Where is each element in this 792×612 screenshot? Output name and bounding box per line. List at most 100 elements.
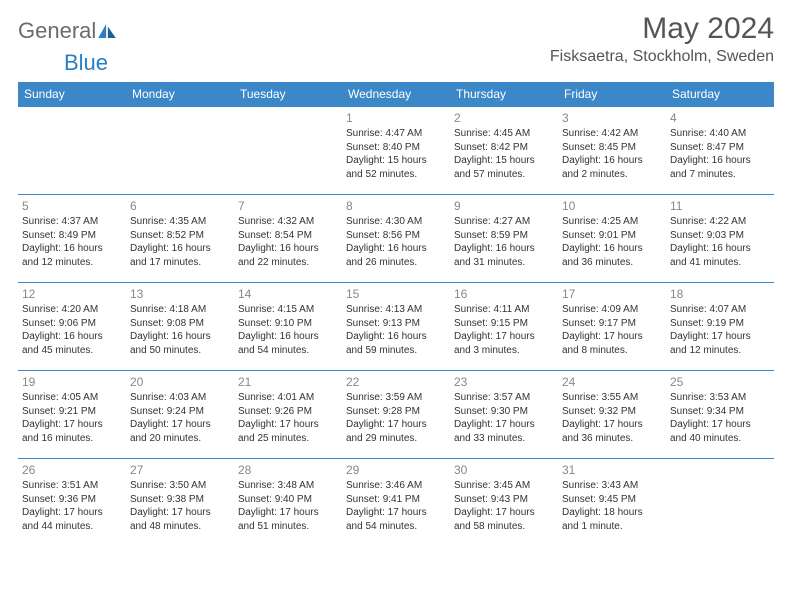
day-number: 21 xyxy=(238,374,338,390)
sunrise-line: Sunrise: 3:46 AM xyxy=(346,479,446,493)
sunrise-line: Sunrise: 4:09 AM xyxy=(562,303,662,317)
day-number: 22 xyxy=(346,374,446,390)
day-cell: 15Sunrise: 4:13 AMSunset: 9:13 PMDayligh… xyxy=(342,283,450,371)
daylight-line: Daylight: 17 hours and 58 minutes. xyxy=(454,506,554,533)
logo: General xyxy=(18,12,118,44)
day-number: 30 xyxy=(454,462,554,478)
sunrise-line: Sunrise: 4:45 AM xyxy=(454,127,554,141)
sunrise-line: Sunrise: 4:37 AM xyxy=(22,215,122,229)
day-number: 12 xyxy=(22,286,122,302)
day-number: 6 xyxy=(130,198,230,214)
daylight-line: Daylight: 17 hours and 54 minutes. xyxy=(346,506,446,533)
sunset-line: Sunset: 8:52 PM xyxy=(130,229,230,243)
sunrise-line: Sunrise: 3:57 AM xyxy=(454,391,554,405)
day-cell: 11Sunrise: 4:22 AMSunset: 9:03 PMDayligh… xyxy=(666,195,774,283)
daylight-line: Daylight: 16 hours and 2 minutes. xyxy=(562,154,662,181)
weekday-row: SundayMondayTuesdayWednesdayThursdayFrid… xyxy=(18,82,774,107)
day-cell: 3Sunrise: 4:42 AMSunset: 8:45 PMDaylight… xyxy=(558,107,666,195)
day-number: 3 xyxy=(562,110,662,126)
sunrise-line: Sunrise: 4:35 AM xyxy=(130,215,230,229)
sunset-line: Sunset: 9:19 PM xyxy=(670,317,770,331)
daylight-line: Daylight: 16 hours and 26 minutes. xyxy=(346,242,446,269)
daylight-line: Daylight: 18 hours and 1 minute. xyxy=(562,506,662,533)
calendar-row: 5Sunrise: 4:37 AMSunset: 8:49 PMDaylight… xyxy=(18,195,774,283)
day-cell: 13Sunrise: 4:18 AMSunset: 9:08 PMDayligh… xyxy=(126,283,234,371)
daylight-line: Daylight: 16 hours and 7 minutes. xyxy=(670,154,770,181)
sunset-line: Sunset: 9:03 PM xyxy=(670,229,770,243)
daylight-line: Daylight: 17 hours and 29 minutes. xyxy=(346,418,446,445)
sunset-line: Sunset: 9:01 PM xyxy=(562,229,662,243)
day-number: 8 xyxy=(346,198,446,214)
daylight-line: Daylight: 16 hours and 12 minutes. xyxy=(22,242,122,269)
sunset-line: Sunset: 8:54 PM xyxy=(238,229,338,243)
sunset-line: Sunset: 9:45 PM xyxy=(562,493,662,507)
month-title: May 2024 xyxy=(550,12,774,46)
day-cell: 16Sunrise: 4:11 AMSunset: 9:15 PMDayligh… xyxy=(450,283,558,371)
sunrise-line: Sunrise: 4:27 AM xyxy=(454,215,554,229)
sunrise-line: Sunrise: 4:42 AM xyxy=(562,127,662,141)
day-number: 11 xyxy=(670,198,770,214)
weekday-header: Wednesday xyxy=(342,82,450,107)
logo-text-general: General xyxy=(18,18,96,44)
daylight-line: Daylight: 16 hours and 31 minutes. xyxy=(454,242,554,269)
sunset-line: Sunset: 9:34 PM xyxy=(670,405,770,419)
day-number: 24 xyxy=(562,374,662,390)
sunrise-line: Sunrise: 4:13 AM xyxy=(346,303,446,317)
calendar-head: SundayMondayTuesdayWednesdayThursdayFrid… xyxy=(18,82,774,107)
sunset-line: Sunset: 9:08 PM xyxy=(130,317,230,331)
sunrise-line: Sunrise: 4:25 AM xyxy=(562,215,662,229)
sunrise-line: Sunrise: 4:22 AM xyxy=(670,215,770,229)
empty-cell xyxy=(126,107,234,195)
day-number: 4 xyxy=(670,110,770,126)
weekday-header: Sunday xyxy=(18,82,126,107)
daylight-line: Daylight: 16 hours and 59 minutes. xyxy=(346,330,446,357)
sunrise-line: Sunrise: 4:30 AM xyxy=(346,215,446,229)
sunset-line: Sunset: 9:13 PM xyxy=(346,317,446,331)
sunset-line: Sunset: 8:47 PM xyxy=(670,141,770,155)
day-cell: 2Sunrise: 4:45 AMSunset: 8:42 PMDaylight… xyxy=(450,107,558,195)
sunrise-line: Sunrise: 3:48 AM xyxy=(238,479,338,493)
sunrise-line: Sunrise: 4:11 AM xyxy=(454,303,554,317)
day-cell: 27Sunrise: 3:50 AMSunset: 9:38 PMDayligh… xyxy=(126,459,234,547)
sunset-line: Sunset: 9:28 PM xyxy=(346,405,446,419)
sunset-line: Sunset: 9:36 PM xyxy=(22,493,122,507)
calendar-body: 1Sunrise: 4:47 AMSunset: 8:40 PMDaylight… xyxy=(18,107,774,547)
day-cell: 30Sunrise: 3:45 AMSunset: 9:43 PMDayligh… xyxy=(450,459,558,547)
daylight-line: Daylight: 16 hours and 41 minutes. xyxy=(670,242,770,269)
day-cell: 19Sunrise: 4:05 AMSunset: 9:21 PMDayligh… xyxy=(18,371,126,459)
weekday-header: Friday xyxy=(558,82,666,107)
daylight-line: Daylight: 16 hours and 22 minutes. xyxy=(238,242,338,269)
logo-sail-icon xyxy=(98,24,116,38)
daylight-line: Daylight: 16 hours and 36 minutes. xyxy=(562,242,662,269)
day-cell: 31Sunrise: 3:43 AMSunset: 9:45 PMDayligh… xyxy=(558,459,666,547)
day-cell: 18Sunrise: 4:07 AMSunset: 9:19 PMDayligh… xyxy=(666,283,774,371)
title-block: May 2024 Fisksaetra, Stockholm, Sweden xyxy=(550,12,774,66)
sunset-line: Sunset: 9:40 PM xyxy=(238,493,338,507)
day-number: 31 xyxy=(562,462,662,478)
location: Fisksaetra, Stockholm, Sweden xyxy=(550,48,774,66)
sunrise-line: Sunrise: 3:59 AM xyxy=(346,391,446,405)
sunrise-line: Sunrise: 3:45 AM xyxy=(454,479,554,493)
sunrise-line: Sunrise: 3:53 AM xyxy=(670,391,770,405)
day-cell: 1Sunrise: 4:47 AMSunset: 8:40 PMDaylight… xyxy=(342,107,450,195)
daylight-line: Daylight: 17 hours and 8 minutes. xyxy=(562,330,662,357)
day-cell: 25Sunrise: 3:53 AMSunset: 9:34 PMDayligh… xyxy=(666,371,774,459)
daylight-line: Daylight: 16 hours and 54 minutes. xyxy=(238,330,338,357)
daylight-line: Daylight: 17 hours and 33 minutes. xyxy=(454,418,554,445)
day-cell: 7Sunrise: 4:32 AMSunset: 8:54 PMDaylight… xyxy=(234,195,342,283)
sunrise-line: Sunrise: 4:20 AM xyxy=(22,303,122,317)
sunset-line: Sunset: 9:24 PM xyxy=(130,405,230,419)
day-number: 23 xyxy=(454,374,554,390)
day-number: 15 xyxy=(346,286,446,302)
sunrise-line: Sunrise: 4:01 AM xyxy=(238,391,338,405)
sunset-line: Sunset: 9:15 PM xyxy=(454,317,554,331)
day-number: 1 xyxy=(346,110,446,126)
daylight-line: Daylight: 17 hours and 25 minutes. xyxy=(238,418,338,445)
day-cell: 17Sunrise: 4:09 AMSunset: 9:17 PMDayligh… xyxy=(558,283,666,371)
day-cell: 5Sunrise: 4:37 AMSunset: 8:49 PMDaylight… xyxy=(18,195,126,283)
logo-text-blue: Blue xyxy=(64,50,108,76)
day-number: 17 xyxy=(562,286,662,302)
empty-cell xyxy=(234,107,342,195)
sunset-line: Sunset: 9:21 PM xyxy=(22,405,122,419)
day-cell: 4Sunrise: 4:40 AMSunset: 8:47 PMDaylight… xyxy=(666,107,774,195)
